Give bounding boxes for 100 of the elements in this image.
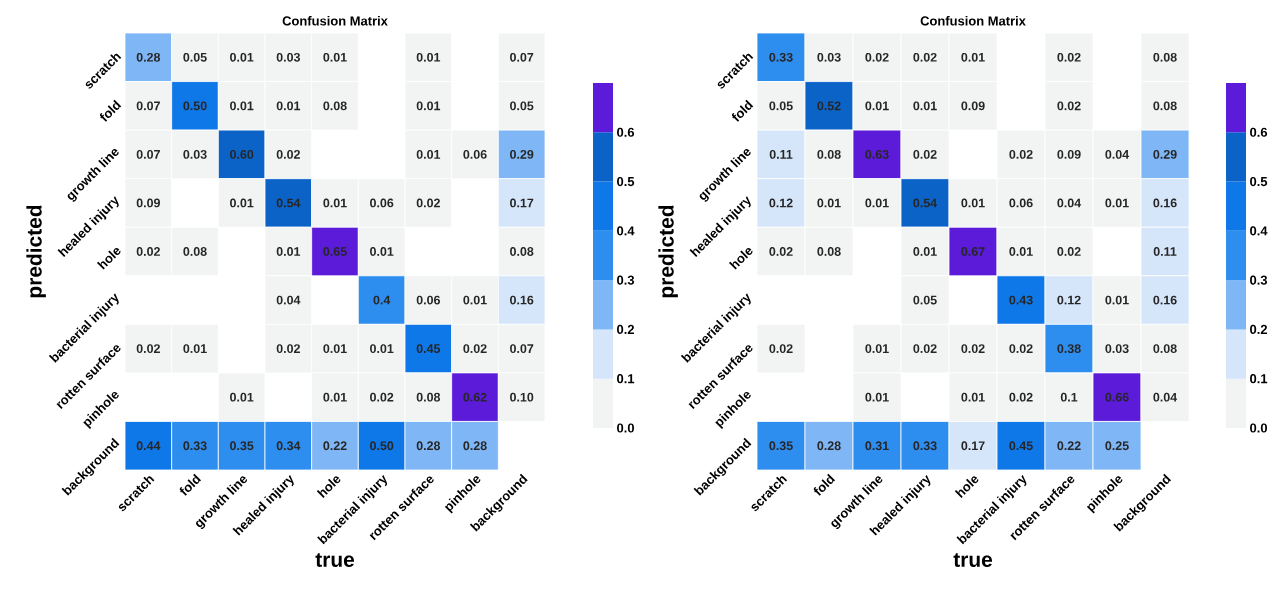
data-label: 0.54 xyxy=(276,198,301,208)
data-label: 0.03 xyxy=(276,52,300,62)
data-label: 0.02 xyxy=(865,52,889,62)
color-bar-label: 0.0 xyxy=(617,423,634,433)
data-label: 0.02 xyxy=(1057,101,1081,111)
x-tick-label: fold xyxy=(179,473,202,496)
chart-title: Confusion Matrix xyxy=(920,15,1026,26)
data-label: 0.08 xyxy=(416,392,441,402)
data-label: 0.16 xyxy=(510,295,534,305)
data-label: 0.28 xyxy=(463,441,487,451)
data-label: 0.02 xyxy=(1057,52,1081,62)
data-label: 0.02 xyxy=(961,344,985,354)
data-label: 0.01 xyxy=(961,52,985,62)
data-label: 0.01 xyxy=(463,295,487,305)
data-label: 0.33 xyxy=(913,441,937,451)
data-label: 0.17 xyxy=(961,441,985,451)
data-label: 0.01 xyxy=(416,101,441,111)
data-label: 0.44 xyxy=(136,441,161,451)
data-label: 0.33 xyxy=(769,52,793,62)
data-label: 0.60 xyxy=(230,150,254,159)
data-label: 0.01 xyxy=(230,392,254,402)
data-label: 0.01 xyxy=(1105,198,1129,208)
data-label: 0.11 xyxy=(1153,247,1177,256)
data-label: 0.4 xyxy=(373,295,391,305)
data-label: 0.02 xyxy=(769,344,793,354)
data-label: 0.06 xyxy=(1009,198,1033,208)
data-label: 0.02 xyxy=(370,392,394,402)
data-label: 0.01 xyxy=(961,392,985,402)
data-label: 0.43 xyxy=(1009,295,1033,305)
data-label: 0.16 xyxy=(1153,295,1177,305)
data-label: 0.50 xyxy=(183,101,207,111)
data-label: 0.01 xyxy=(370,247,394,256)
data-label: 0.05 xyxy=(183,52,207,62)
data-label: 0.01 xyxy=(370,344,394,354)
color-bar-label: 0.2 xyxy=(617,324,635,335)
data-label: 0.02 xyxy=(769,247,793,256)
data-label: 0.02 xyxy=(136,344,160,354)
data-label: 0.05 xyxy=(769,101,793,111)
data-label: 0.02 xyxy=(276,150,300,159)
data-label: 0.04 xyxy=(1105,150,1130,159)
data-label: 0.08 xyxy=(510,247,534,256)
data-label: 0.01 xyxy=(913,247,937,256)
color-bar-label: 0.4 xyxy=(617,226,635,236)
data-label: 0.03 xyxy=(1105,344,1129,354)
data-label: 0.01 xyxy=(230,101,254,111)
x-axis-title: true xyxy=(315,553,355,567)
color-bar-label: 0.0 xyxy=(1250,423,1268,433)
color-bar-label: 0.5 xyxy=(617,176,635,187)
data-label: 0.08 xyxy=(817,150,841,159)
data-label: 0.04 xyxy=(276,295,301,305)
data-label: 0.07 xyxy=(136,101,160,111)
data-label: 0.67 xyxy=(961,247,985,256)
data-label: 0.54 xyxy=(913,198,938,208)
y-axis-title: predicted xyxy=(26,205,46,298)
data-label: 0.35 xyxy=(769,441,793,451)
data-label: 0.06 xyxy=(463,150,487,159)
data-label: 0.50 xyxy=(370,441,394,451)
color-bar-label: 0.6 xyxy=(1250,127,1268,137)
chart-title: Confusion Matrix xyxy=(282,15,388,26)
data-label: 0.06 xyxy=(416,295,440,305)
y-axis-title: predicted xyxy=(658,205,678,298)
data-label: 0.02 xyxy=(913,52,937,62)
data-label: 0.02 xyxy=(1057,247,1081,256)
data-label: 0.01 xyxy=(1105,295,1129,305)
data-label: 0.02 xyxy=(1009,392,1033,402)
data-label: 0.01 xyxy=(323,344,347,354)
color-bar-label: 0.3 xyxy=(617,275,635,285)
data-label: 0.02 xyxy=(913,344,937,354)
color-bar-label: 0.6 xyxy=(617,127,635,137)
data-label: 0.09 xyxy=(1057,150,1081,159)
data-label: 0.09 xyxy=(961,101,985,111)
y-tick-label: fold xyxy=(99,99,122,122)
data-label: 0.17 xyxy=(510,198,534,208)
data-label: 0.09 xyxy=(136,198,160,208)
data-label: 0.01 xyxy=(817,198,841,208)
data-label: 0.01 xyxy=(865,392,889,402)
data-label: 0.02 xyxy=(416,198,440,208)
data-label: 0.02 xyxy=(463,344,487,354)
data-label: 0.01 xyxy=(276,247,301,256)
data-label: 0.01 xyxy=(416,150,441,159)
data-label: 0.02 xyxy=(276,344,300,354)
color-bar-label: 0.1 xyxy=(617,374,635,384)
data-label: 0.01 xyxy=(865,198,889,208)
data-label: 0.07 xyxy=(510,52,534,62)
data-label: 0.06 xyxy=(370,198,394,208)
y-tick-label: fold xyxy=(731,99,754,122)
data-label: 0.1 xyxy=(1060,392,1078,402)
data-label: 0.22 xyxy=(323,441,347,451)
data-label: 0.01 xyxy=(961,198,985,208)
data-label: 0.08 xyxy=(1153,101,1177,111)
data-label: 0.01 xyxy=(865,344,889,354)
data-label: 0.01 xyxy=(913,101,937,111)
data-label: 0.03 xyxy=(183,149,207,159)
x-tick-label: hole xyxy=(316,476,341,498)
data-label: 0.01 xyxy=(323,392,347,402)
data-label: 0.45 xyxy=(416,344,441,354)
data-label: 0.11 xyxy=(769,150,793,159)
data-label: 0.07 xyxy=(510,344,534,354)
color-bar-label: 0.1 xyxy=(1250,374,1268,384)
data-label: 0.12 xyxy=(1057,295,1081,305)
